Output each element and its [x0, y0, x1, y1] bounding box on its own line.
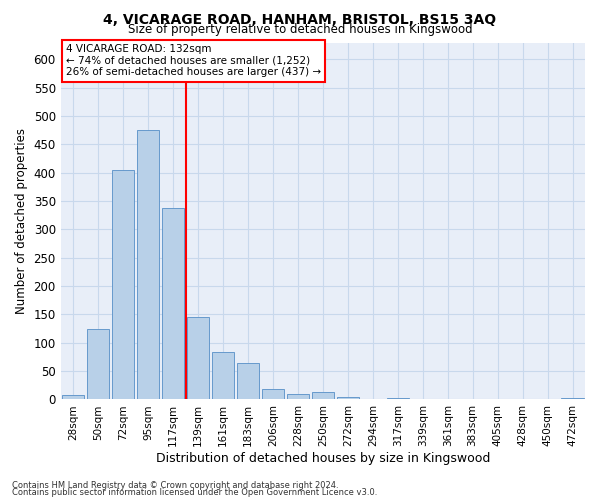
Bar [112, 170, 134, 400]
Bar [287, 394, 309, 400]
Bar [187, 318, 209, 400]
Bar [212, 352, 234, 400]
Text: Contains public sector information licensed under the Open Government Licence v3: Contains public sector information licen… [12, 488, 377, 497]
X-axis label: Distribution of detached houses by size in Kingswood: Distribution of detached houses by size … [155, 452, 490, 465]
Y-axis label: Number of detached properties: Number of detached properties [15, 128, 28, 314]
Bar [87, 328, 109, 400]
Text: 4, VICARAGE ROAD, HANHAM, BRISTOL, BS15 3AQ: 4, VICARAGE ROAD, HANHAM, BRISTOL, BS15 … [103, 12, 497, 26]
Bar [236, 362, 259, 400]
Bar [386, 398, 409, 400]
Text: Size of property relative to detached houses in Kingswood: Size of property relative to detached ho… [128, 22, 472, 36]
Bar [311, 392, 334, 400]
Bar [137, 130, 159, 400]
Text: Contains HM Land Registry data © Crown copyright and database right 2024.: Contains HM Land Registry data © Crown c… [12, 480, 338, 490]
Bar [561, 398, 584, 400]
Bar [262, 390, 284, 400]
Bar [62, 395, 85, 400]
Bar [162, 208, 184, 400]
Bar [337, 396, 359, 400]
Text: 4 VICARAGE ROAD: 132sqm
← 74% of detached houses are smaller (1,252)
26% of semi: 4 VICARAGE ROAD: 132sqm ← 74% of detache… [66, 44, 321, 78]
